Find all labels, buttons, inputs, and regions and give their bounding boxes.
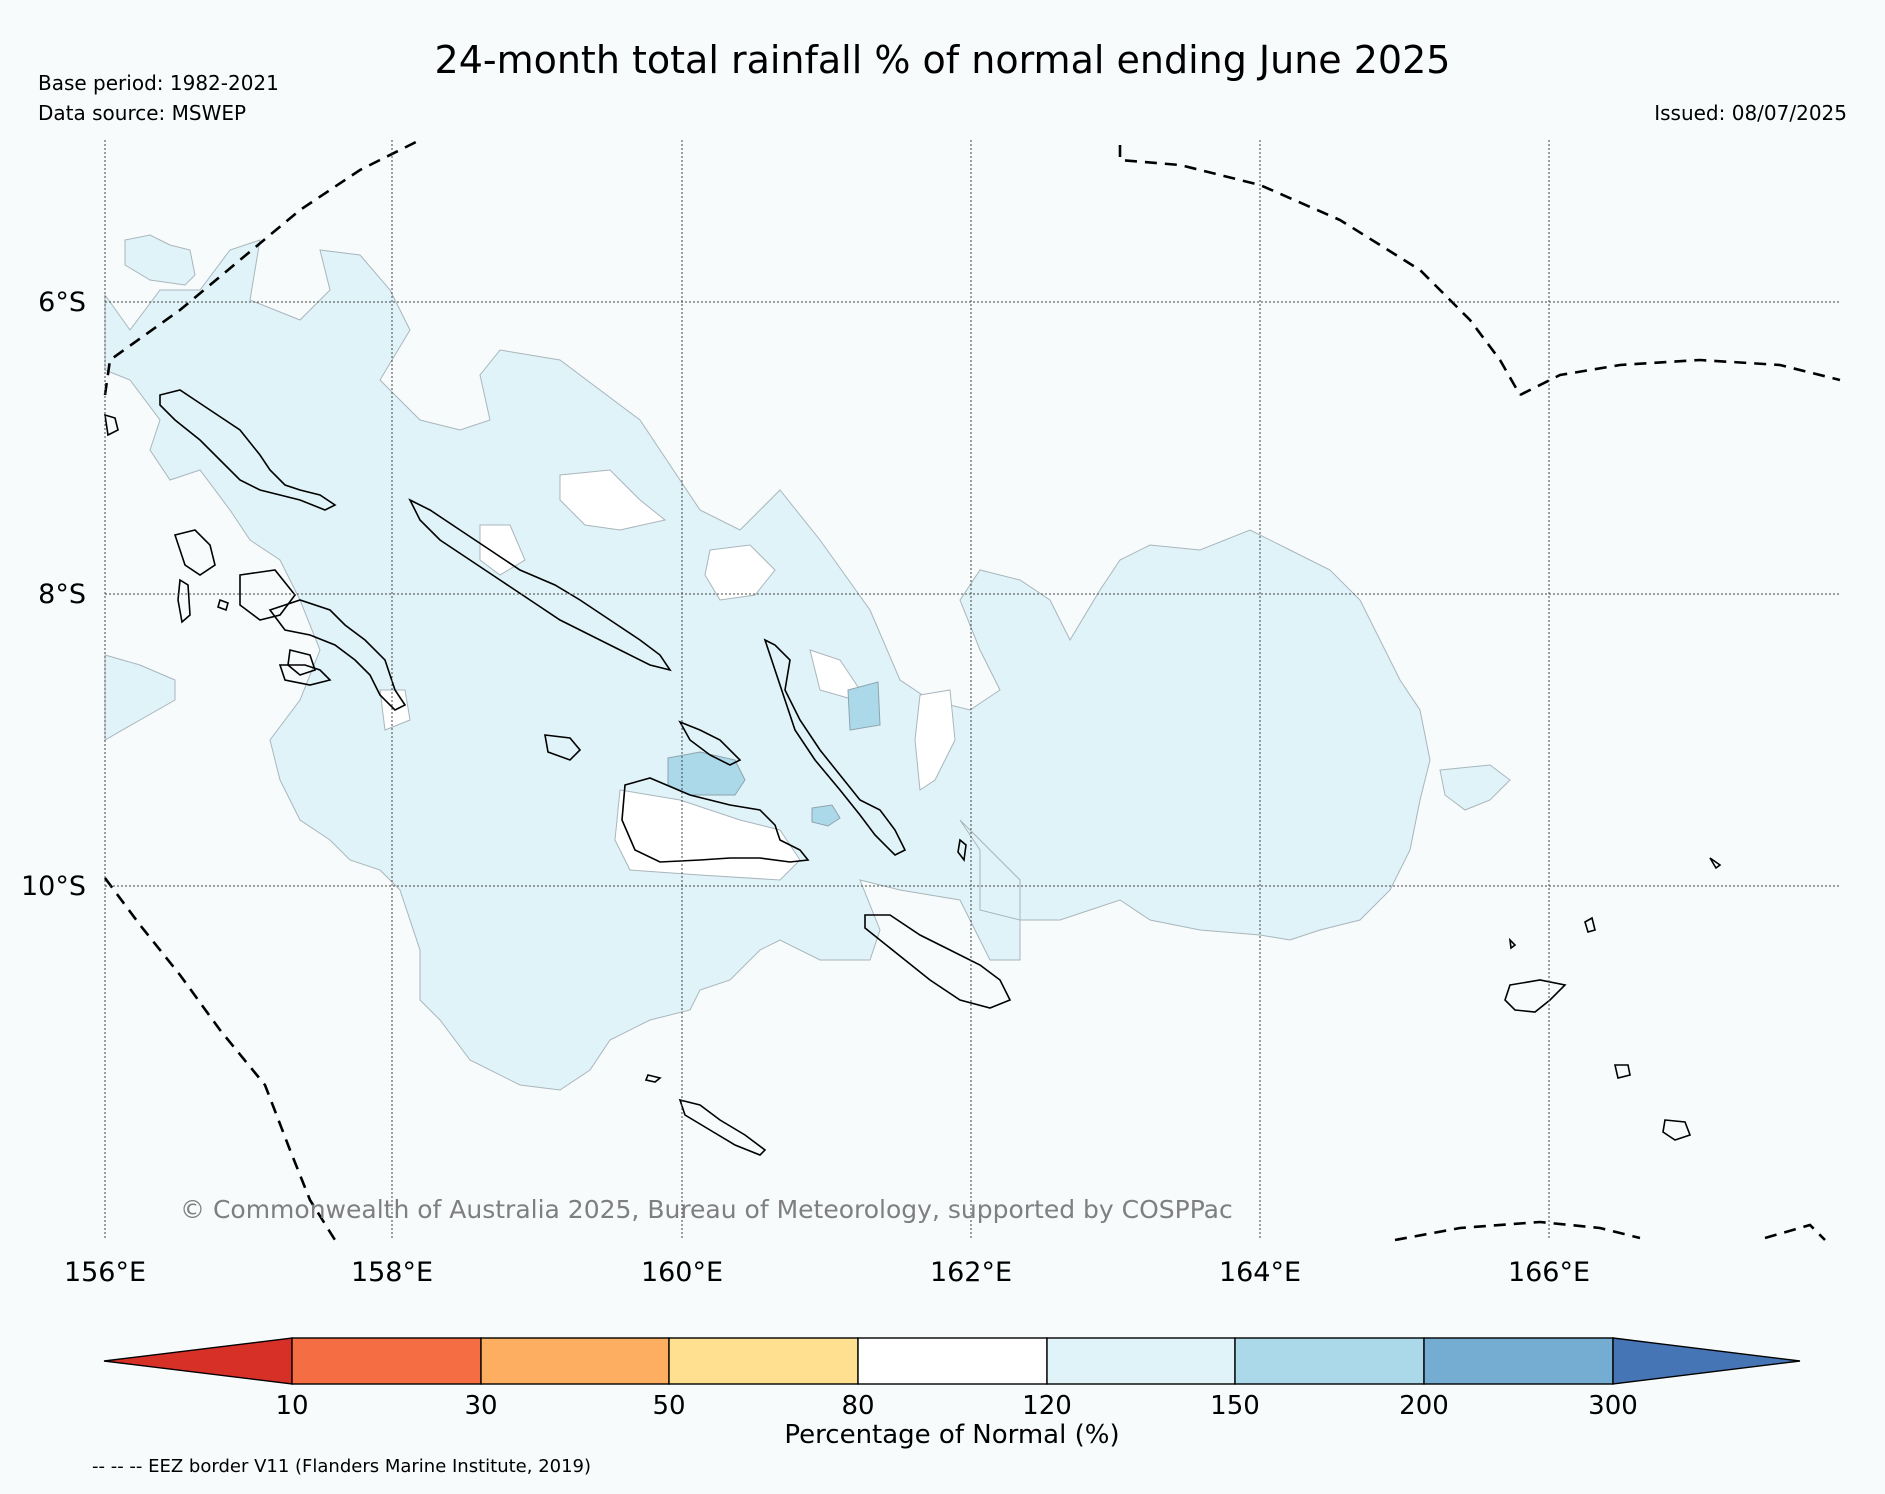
colorbar-tick: 150: [1210, 1391, 1260, 1421]
lat-label-6s: 6°S: [38, 287, 86, 318]
colorbar-tick: 300: [1588, 1391, 1638, 1421]
island-reef: [1584, 916, 1596, 933]
island-rendova: [278, 664, 332, 686]
colorbar-tick: 50: [652, 1391, 685, 1421]
colorbar-extend-high: [1612, 1337, 1801, 1385]
colorbar-tick: 80: [841, 1391, 874, 1421]
eez-nw: [103, 138, 421, 396]
eez-borders: [103, 138, 1841, 1242]
island-malaita-nggela: [678, 720, 742, 766]
copyright-credit: © Commonwealth of Australia 2025, Bureau…: [180, 1195, 1233, 1224]
island-makira: [864, 914, 1012, 1009]
island-russell: [544, 734, 582, 761]
map-area: 6°S 8°S 10°S 156°E 158°E 160°E 162°E 164…: [21, 138, 1841, 1288]
lon-label-166e: 166°E: [1508, 1257, 1590, 1288]
island-choiseul: [408, 498, 672, 672]
shade-region-nw-islet: [124, 234, 196, 286]
graticule: [104, 140, 1840, 1240]
island-new-georgia-2: [268, 599, 407, 711]
colorbar-tick: 120: [1022, 1391, 1072, 1421]
lat-label-10s: 10°S: [21, 871, 86, 902]
coastlines: [104, 389, 1722, 1156]
island-vanikoro: [1613, 1064, 1631, 1079]
colorbar-tick: 10: [275, 1391, 308, 1421]
colorbar-segment-80-120: [857, 1337, 1048, 1385]
colorbar-tick: 30: [464, 1391, 497, 1421]
island-ranongga: [177, 578, 191, 624]
island-rennell: [678, 1098, 767, 1156]
island-shortland: [104, 413, 119, 437]
colorbar-segment-200-300: [1423, 1337, 1614, 1385]
colorbar-tick: 200: [1399, 1391, 1449, 1421]
lat-labels: 6°S 8°S 10°S: [21, 287, 86, 902]
lon-label-160e: 160°E: [641, 1257, 723, 1288]
colorbar-segment-30-50: [480, 1337, 670, 1385]
base-period-label: Base period: 1982-2021: [38, 71, 279, 95]
colorbar-segment-150-200: [1234, 1337, 1425, 1385]
island-bellona: [644, 1074, 662, 1083]
shading-120-150: [104, 234, 1511, 1091]
colorbar-ticks: 10 30 50 80 120 150 200 300 Percentage o…: [275, 1391, 1637, 1450]
lon-labels: 156°E 158°E 160°E 162°E 164°E 166°E: [64, 1257, 1590, 1288]
island-duff: [1709, 857, 1722, 870]
island-ndai: [1508, 937, 1517, 950]
colorbar-label: Percentage of Normal (%): [784, 1420, 1119, 1450]
colorbar-segment-120-150: [1046, 1337, 1236, 1385]
colorbar: [103, 1337, 1801, 1385]
island-bougainville: [159, 389, 337, 511]
island-guadalcanal: [621, 777, 810, 863]
shade-region-east-islet: [1439, 764, 1511, 811]
colorbar-segment-50-80: [668, 1337, 859, 1385]
data-source-label: Data source: MSWEP: [38, 101, 247, 125]
island-ulawa: [957, 838, 967, 863]
island-new-georgia: [239, 569, 297, 621]
issued-date-label: Issued: 08/07/2025: [1654, 101, 1847, 125]
eez-ne: [1519, 358, 1841, 397]
map-title: 24-month total rainfall % of normal endi…: [434, 38, 1451, 82]
shade-region-west-edge: [104, 654, 176, 741]
island-treasury: [217, 598, 229, 612]
lon-label-156e: 156°E: [64, 1257, 146, 1288]
island-kolombangara: [287, 649, 317, 676]
eez-se-2: [1764, 1223, 1826, 1241]
eez-north: [1118, 145, 1522, 396]
lon-label-162e: 162°E: [930, 1257, 1012, 1288]
shade-region-main: [104, 239, 1431, 1091]
eez-sw: [103, 877, 337, 1241]
colorbar-segment-10-30: [291, 1337, 482, 1385]
lat-label-8s: 8°S: [38, 579, 86, 610]
lon-label-158e: 158°E: [351, 1257, 433, 1288]
lon-label-164e: 164°E: [1219, 1257, 1301, 1288]
island-vella-lavella: [173, 529, 216, 576]
island-santa-cruz: [1504, 979, 1567, 1013]
colorbar-extend-low: [103, 1337, 293, 1385]
eez-se: [1394, 1220, 1641, 1242]
island-tikopia: [1662, 1119, 1692, 1141]
eez-legend-note: -- -- -- EEZ border V11 (Flanders Marine…: [92, 1456, 592, 1477]
island-santa-isabel: [763, 638, 907, 856]
